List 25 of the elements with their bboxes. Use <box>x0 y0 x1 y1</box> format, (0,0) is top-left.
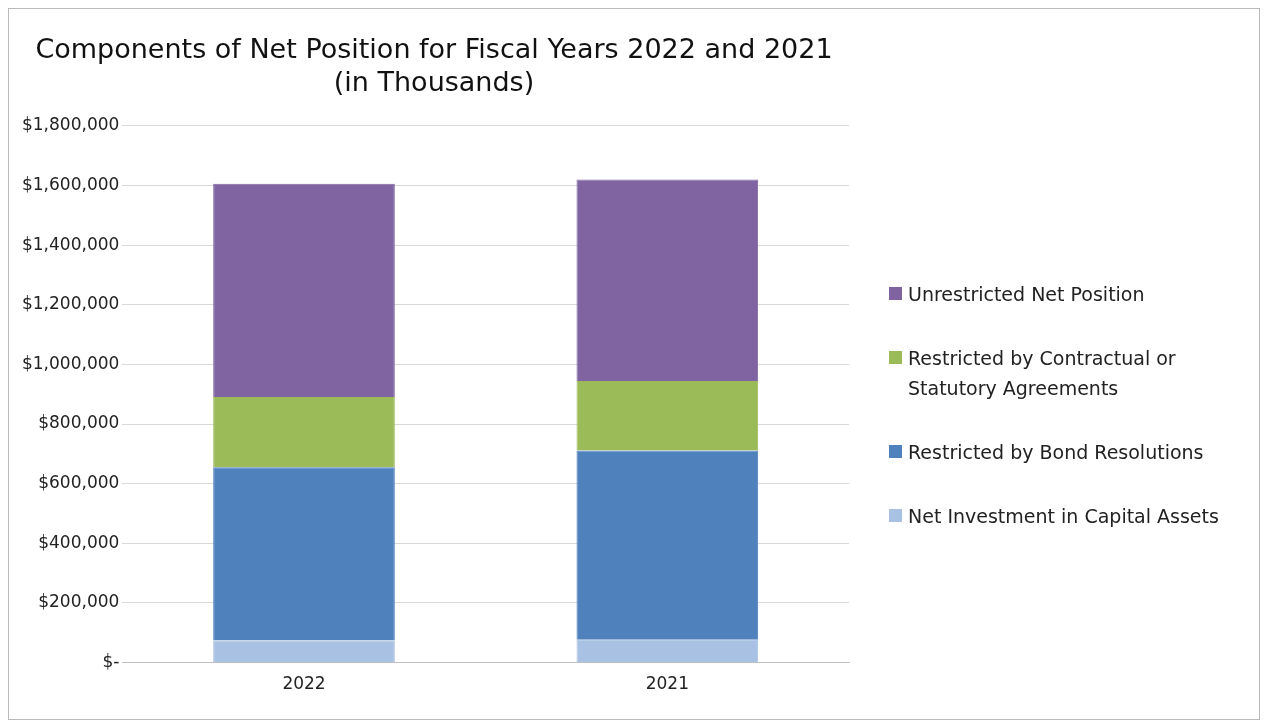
y-tick-label: $1,200,000 <box>21 293 120 314</box>
x-tick-label: 2021 <box>645 673 689 694</box>
x-tick-label: 2022 <box>282 673 326 694</box>
y-tick-label: $1,800,000 <box>21 114 120 135</box>
bar <box>576 639 759 663</box>
y-tick-label: $400,000 <box>38 531 120 552</box>
y-tick-label: $600,000 <box>38 472 120 493</box>
legend-label: Restricted by Bond Resolutions <box>908 440 1204 465</box>
bar <box>213 640 395 663</box>
legend-label: Unrestricted Net Position <box>908 282 1145 307</box>
y-tick-label: $1,400,000 <box>21 233 120 254</box>
legend-label: Restricted by Contractual or Statutory Agreements <box>908 346 1177 401</box>
bar <box>576 450 759 640</box>
bar <box>576 381 759 451</box>
bar <box>213 467 395 641</box>
y-tick-label: $1,600,000 <box>21 173 120 194</box>
chart-title: Components of Net Position for Fiscal Years 2022 and 2021 (in Thousands) <box>35 33 833 97</box>
y-tick-label: $- <box>102 651 120 672</box>
y-tick-label: $200,000 <box>38 591 120 612</box>
bar <box>576 179 759 382</box>
y-tick-label: $1,000,000 <box>21 352 120 373</box>
y-tick-label: $800,000 <box>38 412 120 433</box>
bar <box>213 183 395 397</box>
legend-label: Net Investment in Capital Assets <box>908 504 1219 529</box>
bar <box>213 396 395 468</box>
